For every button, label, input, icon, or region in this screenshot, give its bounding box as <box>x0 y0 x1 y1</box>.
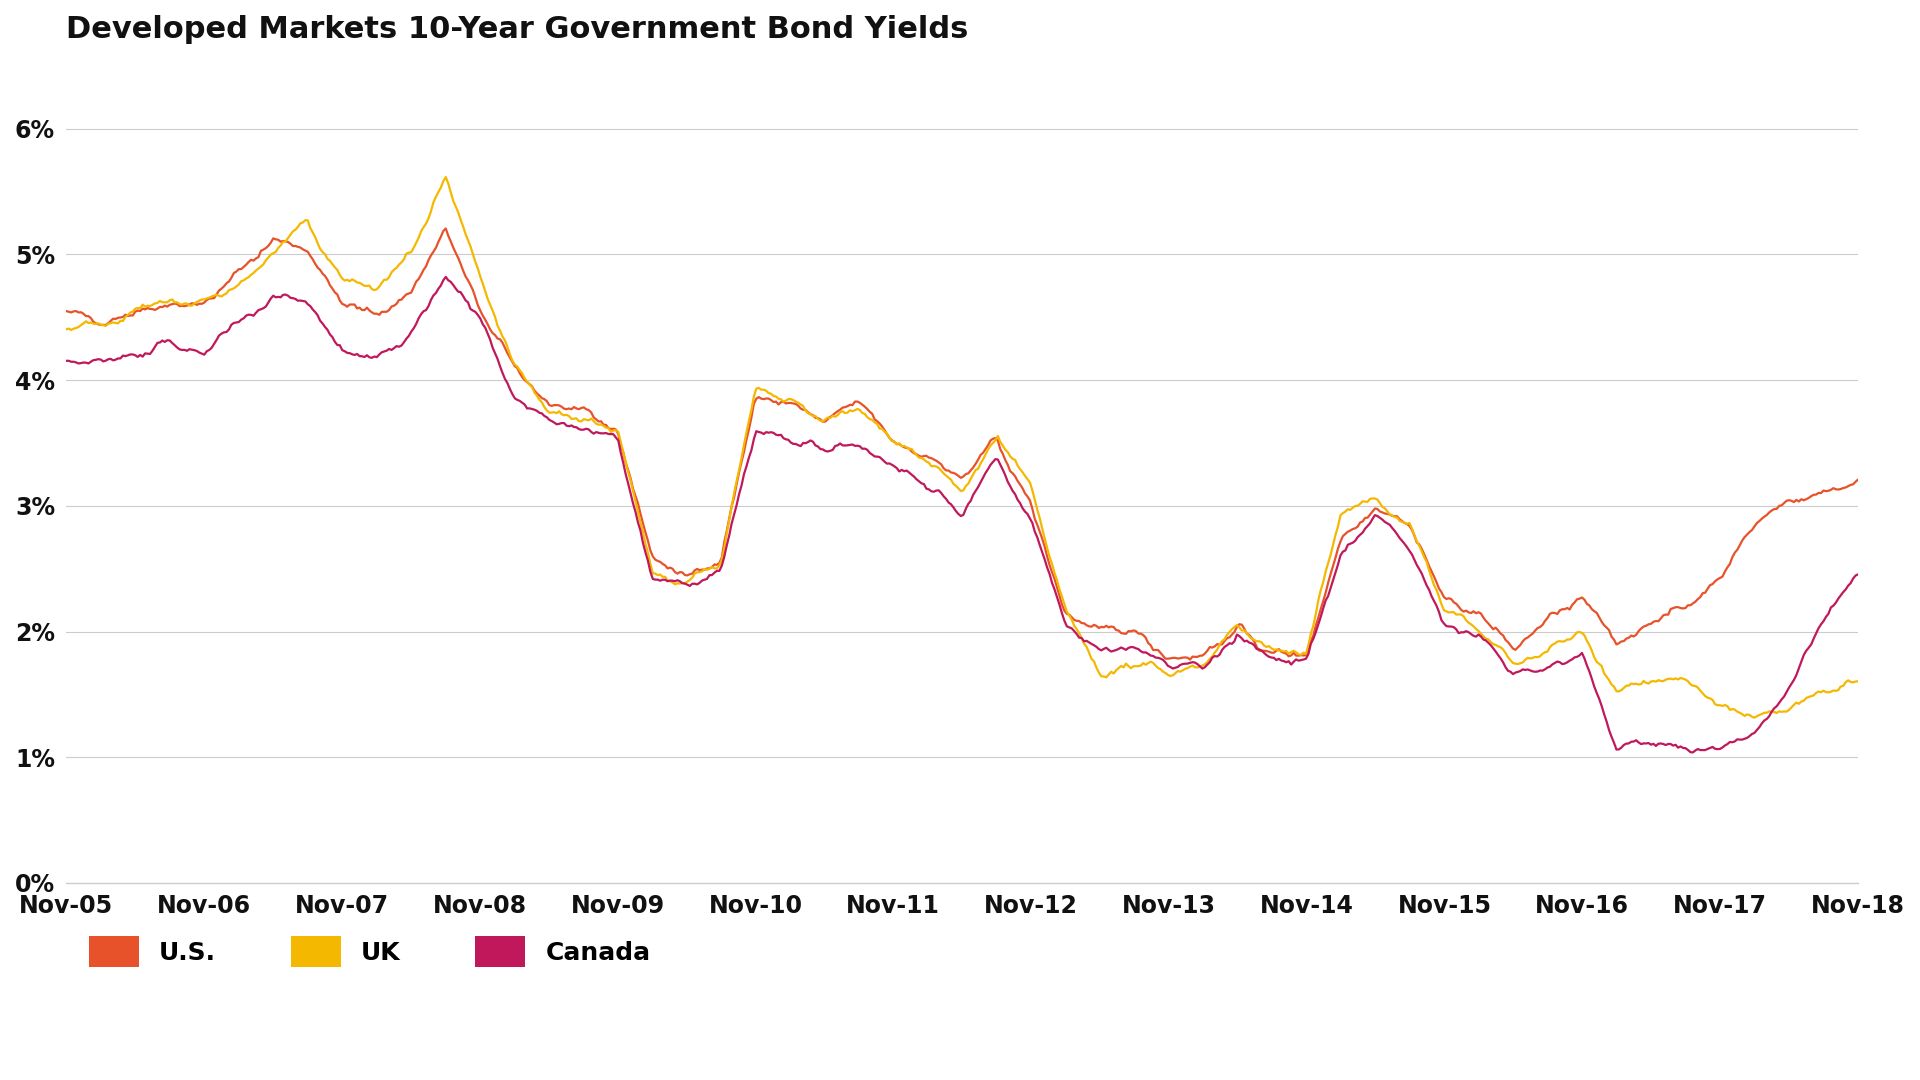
Legend: U.S., UK, Canada: U.S., UK, Canada <box>79 927 660 976</box>
Text: Developed Markets 10-Year Government Bond Yields: Developed Markets 10-Year Government Bon… <box>65 15 968 44</box>
